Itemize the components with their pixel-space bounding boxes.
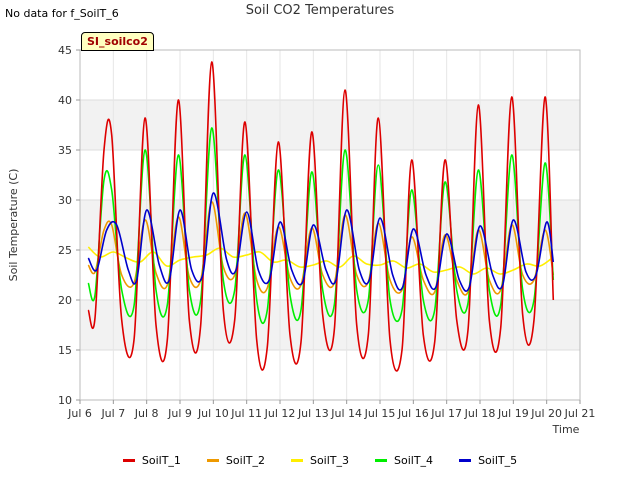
y-tick-label: 20 [58,294,72,307]
x-tick-label: Jul 21 [564,407,596,420]
legend-item: SoilT_1 [122,454,181,467]
legend-swatch [375,459,388,462]
no-data-note: No data for f_SoilT_6 [5,7,119,20]
x-tick-label: Jul 12 [264,407,296,420]
legend-label: SoilT_3 [309,454,350,467]
y-tick-label: 25 [58,244,72,257]
chart-title: Soil CO2 Temperatures [245,3,395,18]
legend-label: SoilT_5 [478,454,518,467]
legend-swatch [206,459,219,462]
y-tick-label: 45 [58,44,72,57]
legend-label: SoilT_2 [225,454,265,467]
x-tick-label: Jul 15 [364,407,396,420]
legend-swatch [290,459,303,462]
background-band [80,100,580,150]
series-lines [87,61,555,372]
x-tick-label: Jul 19 [497,407,529,420]
series-line-soilt-2 [87,201,555,296]
x-tick-label: Jul 11 [230,407,262,420]
x-tick-label: Jul 18 [464,407,496,420]
y-tick-label: 10 [58,394,72,407]
legend-swatch [122,459,135,462]
site-badge: SI_soilco2 [81,32,154,51]
x-tick-label: Jul 9 [167,407,192,420]
legend-item: SoilT_4 [375,454,433,467]
x-tick-label: Jul 8 [134,407,159,420]
legend-item: SoilT_2 [206,454,265,467]
y-tick-label: 40 [58,94,72,107]
background-band [80,300,580,350]
x-tick-label: Jul 6 [67,407,92,420]
legend-item: SoilT_5 [459,454,517,467]
legend: SoilT_1 SoilT_2 SoilT_3 SoilT_4 SoilT_5 [0,454,640,467]
y-tick-label: 35 [58,144,72,157]
legend-item: SoilT_3 [290,454,350,467]
y-axis-label: Soil Temperature (C) [7,169,20,282]
x-tick-label: Jul 10 [197,407,229,420]
y-tick-label: 30 [58,194,72,207]
legend-label: SoilT_1 [141,454,181,467]
plot-frame [79,49,581,401]
x-tick-label: Jul 16 [397,407,429,420]
x-tick-label: Jul 20 [530,407,562,420]
x-tick-label: Jul 7 [100,407,125,420]
x-tick-label: Jul 14 [330,407,362,420]
background-bands [80,100,580,350]
x-axis-label: Time [552,423,580,436]
legend-swatch [459,459,472,462]
background-band [80,200,580,250]
y-axis: 10 15 20 25 30 35 40 45 [58,44,80,407]
x-tick-label: Jul 17 [430,407,462,420]
series-line-soilt-1 [87,61,555,372]
x-tick-label: Jul 13 [297,407,329,420]
y-tick-label: 15 [58,344,72,357]
series-line-soilt-5 [87,192,555,292]
x-axis: Jul 6 Jul 7 Jul 8 Jul 9 Jul 10 Jul 11 Jul 12 Ju… [67,400,595,420]
legend-label: SoilT_4 [394,454,434,467]
